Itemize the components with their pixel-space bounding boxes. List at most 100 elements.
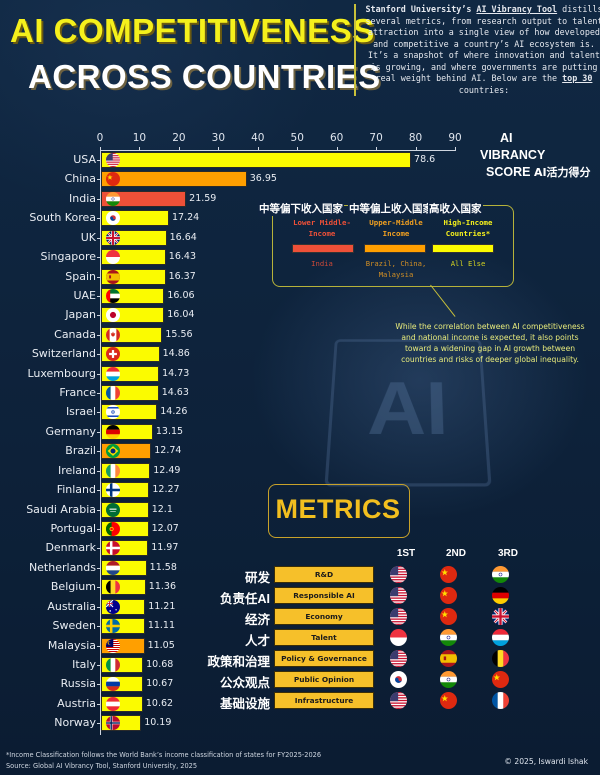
flag-france-icon: [492, 692, 509, 709]
income-note: While the correlation between AI competi…: [395, 322, 585, 364]
value-label: 14.26: [160, 406, 188, 418]
x-tick-label: 30: [211, 132, 226, 144]
rank-header: 3RD: [497, 548, 518, 559]
intro-paragraph: Stanford University’s AI Vibrancy Tool d…: [354, 4, 600, 96]
metric-cn-label: 负责任AI: [219, 592, 270, 606]
value-label: 11.21: [148, 600, 176, 612]
country-label: Italy: [72, 657, 96, 671]
y-tick: [97, 276, 100, 278]
flag-india-icon: [106, 191, 120, 206]
flag-germany-icon: [492, 587, 509, 604]
flag-japan-icon: [106, 308, 120, 323]
flag-china-icon: [492, 671, 509, 688]
flag-canada-icon: [106, 327, 120, 342]
country-label: Norway: [54, 716, 96, 730]
flag-france-icon: [106, 386, 120, 401]
country-label: Sweden: [52, 619, 96, 633]
y-tick: [97, 490, 100, 492]
x-tick: [139, 147, 141, 151]
bar-row: France 14.63: [0, 384, 600, 404]
bar-row: China 36.95: [0, 170, 600, 190]
value-label: 36.95: [249, 173, 277, 185]
bar: [101, 171, 247, 188]
axis-title-cn: AI活力得分: [533, 166, 591, 179]
flag-china-icon: [440, 566, 457, 583]
footer-income-note: *Income Classification follows the World…: [6, 751, 322, 759]
axis-title-line-1: AI: [500, 131, 513, 145]
y-tick: [97, 431, 100, 433]
country-label: India: [69, 191, 96, 205]
y-tick: [97, 315, 100, 317]
ai-vibrancy-tool-link[interactable]: AI Vibrancy Tool: [476, 4, 558, 14]
bar-row: Austria 10.62: [0, 695, 600, 715]
value-label: 14.63: [161, 387, 189, 399]
metrics-title: METRICS: [275, 494, 401, 524]
bar-row: Israel 14.26: [0, 403, 600, 423]
y-tick: [97, 237, 100, 239]
flag-singapore-icon: [106, 250, 120, 265]
x-tick: [297, 147, 299, 151]
flag-denmark-icon: [106, 541, 120, 556]
x-tick-label: 10: [132, 132, 147, 144]
y-tick: [97, 198, 100, 200]
x-axis: 0 10 20 30 40 50 60 70 80 90: [97, 132, 462, 151]
bar-row: Denmark 11.97: [0, 539, 600, 559]
legend-swatch: [292, 244, 354, 253]
x-tick-label: 0: [96, 132, 104, 144]
flag-russia-icon: [106, 677, 120, 692]
bar-row: India 21.59: [0, 190, 600, 210]
flag-finland-icon: [106, 483, 120, 498]
y-tick: [97, 606, 100, 608]
footer: *Income Classification follows the World…: [6, 750, 321, 772]
bar-row: Finland 12.27: [0, 481, 600, 501]
legend-en-label: High-Income Countries*: [443, 218, 493, 238]
rank-header: 1ST: [396, 548, 416, 559]
bar-row: Ireland 12.49: [0, 462, 600, 482]
y-tick: [97, 509, 100, 511]
flag-luxembourg-icon: [106, 366, 120, 381]
x-tick-label: 70: [369, 132, 383, 144]
bar-row: South Korea 17.24: [0, 209, 600, 229]
value-label: 10.19: [144, 717, 172, 729]
x-tick-label: 40: [251, 132, 265, 144]
bar-row: Saudi Arabia 12.1: [0, 501, 600, 521]
country-label: Austria: [57, 696, 96, 710]
intro-body-1: distills several metrics, from research …: [365, 4, 600, 83]
bar-row: Switzerland 14.86: [0, 345, 600, 365]
bar-row: Luxembourg 14.73: [0, 365, 600, 385]
value-label: 11.05: [147, 639, 175, 651]
value-label: 10.62: [145, 697, 174, 709]
flag-uk-icon: [492, 608, 509, 625]
flag-india-icon: [440, 671, 457, 688]
country-label: USA: [73, 153, 96, 166]
value-label: 11.58: [149, 561, 177, 573]
y-tick: [97, 393, 100, 395]
country-label: Russia: [60, 677, 96, 691]
value-label: 14.86: [162, 348, 190, 360]
rank-header: 2ND: [445, 548, 466, 559]
y-tick: [97, 179, 100, 181]
legend-swatch: [432, 244, 494, 253]
country-label: Malaysia: [47, 638, 96, 652]
top-30-link[interactable]: top 30: [562, 73, 593, 83]
flag-uae-icon: [106, 288, 120, 303]
axis-title-line-3: SCORE: [486, 165, 531, 179]
bar: [101, 190, 187, 207]
country-label: South Korea: [29, 211, 96, 225]
x-tick: [455, 147, 456, 151]
flag-saudi-arabia-icon: [106, 502, 120, 517]
bar-row: UAE 16.06: [0, 287, 600, 307]
country-label: France: [59, 386, 96, 400]
flag-china-icon: [440, 608, 457, 625]
y-tick: [97, 684, 100, 686]
country-label: Israel: [65, 405, 96, 419]
x-tick-label: 50: [290, 132, 304, 144]
bar: [101, 152, 412, 168]
value-label: 10.68: [146, 658, 174, 670]
country-label: Ireland: [57, 463, 96, 477]
bar-row: Netherlands 11.58: [0, 559, 600, 579]
value-label: 11.11: [147, 620, 176, 632]
country-label: Portugal: [50, 521, 96, 535]
flag-switzerland-icon: [106, 347, 120, 362]
title-line-2: ACROSS COUNTRIES: [28, 58, 381, 95]
